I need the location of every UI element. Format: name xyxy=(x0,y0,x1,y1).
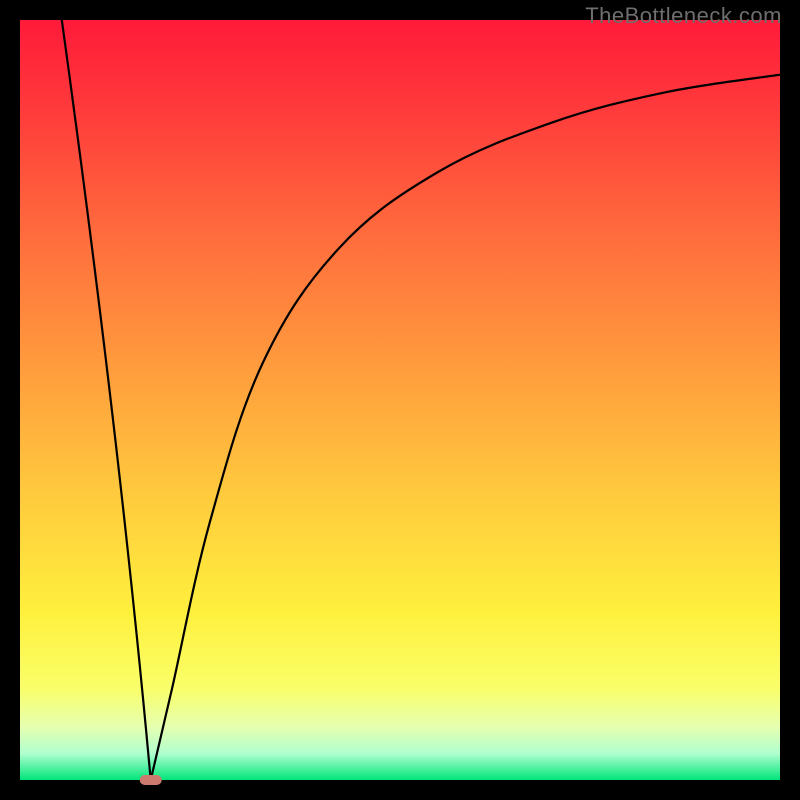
watermark-text: TheBottleneck.com xyxy=(585,3,782,29)
valley-marker xyxy=(140,775,162,785)
chart-canvas: TheBottleneck.com xyxy=(0,0,800,800)
plot-background xyxy=(20,20,780,780)
chart-svg xyxy=(0,0,800,800)
